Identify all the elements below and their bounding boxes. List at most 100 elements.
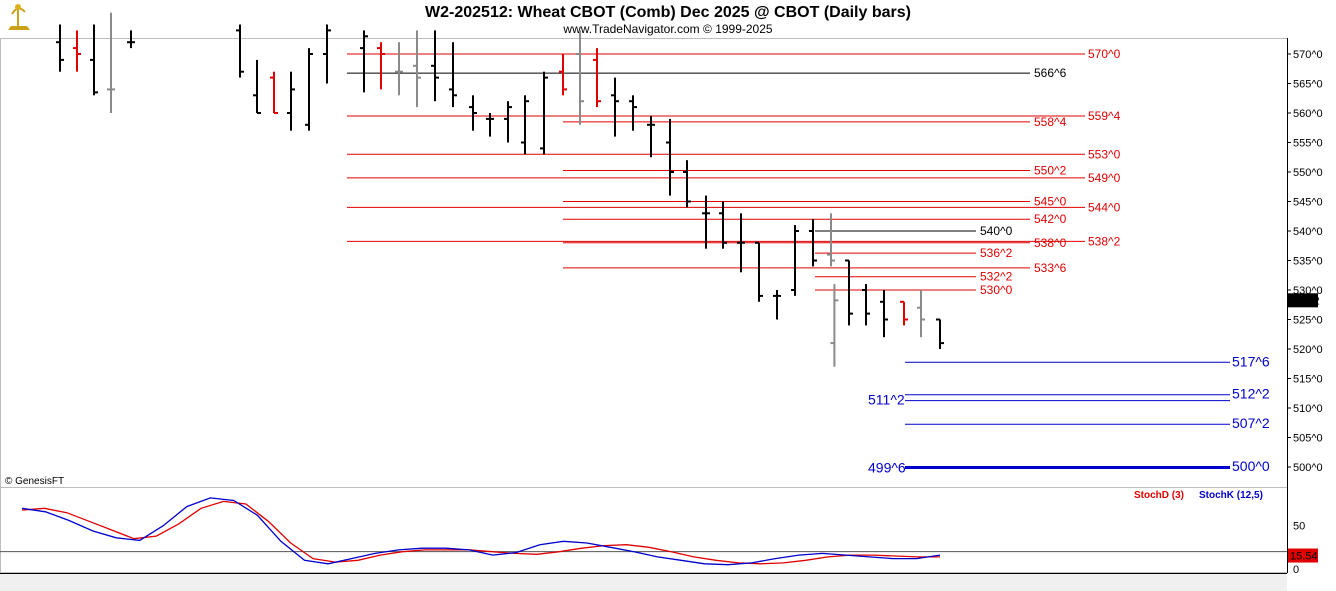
indicator-panel bbox=[0, 487, 1288, 573]
price-bar bbox=[73, 30, 81, 72]
price-bar bbox=[253, 59, 261, 114]
y-tick-label: 500^0 bbox=[1293, 462, 1323, 474]
price-bar bbox=[809, 219, 817, 267]
stoch-last-box bbox=[1288, 548, 1318, 563]
stoch-last-label: 15.54 bbox=[1290, 551, 1318, 563]
chart-subtitle: www.TradeNavigator.com © 1999-2025 bbox=[562, 22, 772, 36]
last-price-marker: 528^2 bbox=[1288, 293, 1320, 308]
price-bar bbox=[845, 259, 853, 326]
price-bar bbox=[323, 24, 331, 84]
legend-stoch-k: StochK (12,5) bbox=[1199, 490, 1263, 501]
level-label: 533^6 bbox=[1034, 261, 1067, 275]
price-bar bbox=[755, 241, 763, 302]
y-tick-label: 555^0 bbox=[1293, 138, 1323, 150]
price-bar bbox=[305, 48, 313, 131]
price-bar bbox=[449, 42, 457, 108]
scrollbar[interactable] bbox=[0, 574, 1287, 591]
price-bar bbox=[413, 30, 421, 108]
level-label: 499^6 bbox=[868, 459, 906, 475]
y-tick-label: 570^0 bbox=[1293, 49, 1323, 61]
gold-figure-icon bbox=[4, 4, 34, 34]
y-tick-label: 540^0 bbox=[1293, 226, 1323, 238]
level-label: 553^0 bbox=[1088, 147, 1121, 161]
level-label: 550^2 bbox=[1034, 164, 1067, 178]
price-bar bbox=[521, 95, 529, 155]
price-bar bbox=[395, 42, 403, 96]
level-label: 507^2 bbox=[1232, 415, 1270, 431]
stoch-tick-label: 50 bbox=[1293, 521, 1305, 533]
price-bar bbox=[469, 95, 477, 131]
y-tick-label: 545^0 bbox=[1293, 197, 1323, 209]
last-price-label: 528^2 bbox=[1290, 295, 1320, 307]
price-bar bbox=[287, 71, 295, 131]
watermark-text: © GenesisFT bbox=[5, 476, 64, 487]
price-bar bbox=[666, 118, 674, 196]
price-bar bbox=[683, 160, 691, 208]
price-bar bbox=[559, 54, 567, 96]
level-label: 536^2 bbox=[980, 246, 1013, 260]
price-bar bbox=[127, 30, 135, 49]
last-price-box bbox=[1288, 293, 1318, 308]
price-bar bbox=[377, 42, 385, 90]
price-bar bbox=[360, 30, 368, 93]
level-label: 545^0 bbox=[1034, 195, 1067, 209]
price-bar bbox=[917, 290, 925, 338]
level-label: 566^6 bbox=[1034, 66, 1067, 80]
y-tick-label: 550^0 bbox=[1293, 167, 1323, 179]
stoch-tick-label: 0 bbox=[1293, 564, 1299, 576]
y-tick-label: 525^0 bbox=[1293, 315, 1323, 327]
price-bar bbox=[900, 300, 908, 326]
price-bar bbox=[270, 71, 278, 114]
y-tick-label: 535^0 bbox=[1293, 256, 1323, 268]
level-label: 512^2 bbox=[1232, 386, 1270, 402]
level-label: 540^0 bbox=[980, 224, 1013, 238]
level-label: 511^2 bbox=[868, 392, 905, 408]
level-label: 532^2 bbox=[980, 270, 1013, 284]
price-bar bbox=[862, 284, 870, 326]
level-label: 558^4 bbox=[1034, 115, 1067, 129]
price-bar bbox=[773, 290, 781, 320]
level-label: 538^0 bbox=[1034, 236, 1067, 250]
price-bar bbox=[611, 77, 619, 137]
level-label: 542^0 bbox=[1034, 212, 1067, 226]
price-bar bbox=[880, 290, 888, 338]
y-tick-label: 515^0 bbox=[1293, 374, 1323, 386]
y-tick-label: 505^0 bbox=[1293, 433, 1323, 445]
price-panel bbox=[0, 38, 1288, 488]
y-tick-label: 565^0 bbox=[1293, 79, 1323, 91]
stoch-line-red bbox=[21, 500, 940, 565]
price-bar bbox=[236, 24, 244, 78]
stoch-line-blue bbox=[21, 497, 941, 566]
price-bar bbox=[576, 30, 584, 125]
price-bar bbox=[827, 213, 835, 267]
price-bar bbox=[791, 225, 799, 296]
price-bar bbox=[540, 71, 548, 155]
level-label: 549^0 bbox=[1088, 171, 1121, 185]
price-bar bbox=[107, 12, 115, 113]
stochastic-panel: 50 015.54 bbox=[0, 497, 1318, 576]
level-label: 570^0 bbox=[1088, 47, 1121, 61]
price-bar bbox=[702, 195, 710, 249]
price-bar bbox=[737, 213, 745, 273]
price-bar bbox=[593, 48, 601, 108]
level-label: 538^2 bbox=[1088, 234, 1121, 248]
price-bar bbox=[629, 95, 637, 131]
level-label: 544^0 bbox=[1088, 200, 1121, 214]
legend-stoch-d: StochD (3) bbox=[1134, 490, 1184, 501]
price-bar bbox=[431, 30, 439, 102]
level-label: 500^0 bbox=[1232, 458, 1270, 474]
price-bar bbox=[936, 318, 944, 349]
price-bar bbox=[56, 24, 64, 72]
price-bar bbox=[719, 201, 727, 249]
level-label: 530^0 bbox=[980, 283, 1013, 297]
level-label: 559^4 bbox=[1088, 109, 1121, 123]
y-tick-label: 560^0 bbox=[1293, 108, 1323, 120]
price-axis: 570^0 565^0 560^0 555^0 550^0 545^0 540^0 535^0… bbox=[1287, 49, 1323, 474]
price-bar bbox=[486, 113, 494, 137]
price-levels: 570^0 566^6 559^4 558^4 553^0 550^2 549^0 545^0… bbox=[347, 47, 1270, 475]
chart-title: W2-202512: Wheat CBOT (Comb) Dec 2025 @ … bbox=[425, 4, 911, 21]
level-label: 517^6 bbox=[1232, 353, 1270, 369]
y-tick-label: 510^0 bbox=[1293, 403, 1323, 415]
price-bar bbox=[830, 284, 839, 367]
